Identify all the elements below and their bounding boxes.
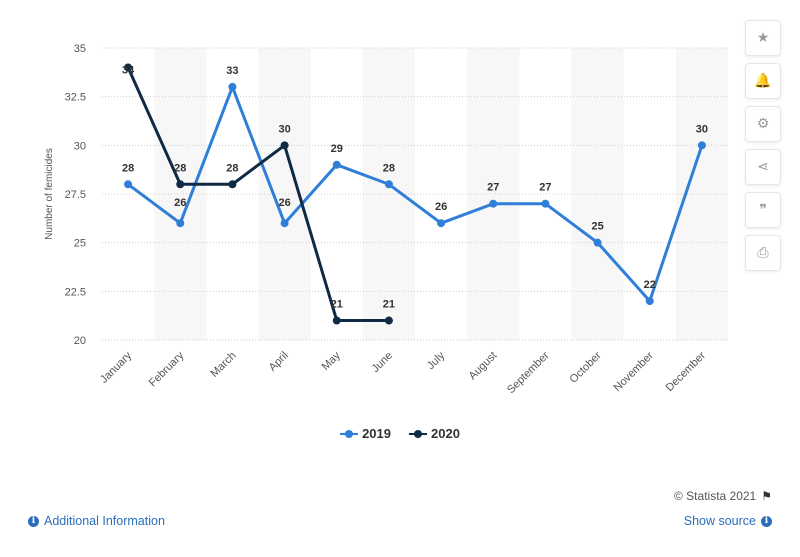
data-point-2020 [280, 141, 289, 150]
x-tick-label: July [425, 349, 448, 372]
data-point-2019 [280, 219, 289, 228]
data-label-2019: 26 [174, 197, 186, 209]
star-button[interactable]: ★ [745, 20, 781, 56]
chart-legend: 2019 2020 [0, 426, 800, 441]
data-label-2020: 28 [174, 162, 186, 174]
legend-item-2020[interactable]: 2020 [409, 426, 460, 441]
statista-credit: © Statista 2021 ⚑ [674, 489, 772, 503]
data-label-2019: 28 [383, 162, 395, 174]
flag-icon[interactable]: ⚑ [761, 489, 772, 503]
data-point-2019 [489, 199, 498, 208]
data-point-2019 [437, 219, 446, 228]
y-tick-label: 30 [74, 140, 86, 152]
info-icon: i [761, 515, 772, 527]
y-tick-label: 35 [74, 43, 86, 55]
x-tick-label: August [467, 350, 500, 383]
data-point-2019 [176, 219, 185, 228]
x-tick-label: June [370, 350, 395, 375]
column-band [362, 48, 415, 340]
data-label-2019: 33 [226, 65, 238, 77]
additional-info-label: Additional Information [44, 514, 165, 528]
x-tick-label: January [98, 349, 135, 386]
data-point-2019 [384, 180, 393, 189]
data-point-2019 [645, 297, 654, 306]
data-label-2020: 30 [278, 123, 290, 135]
x-tick-label: December [664, 349, 709, 394]
legend-swatch-2019 [340, 428, 359, 440]
cite-button[interactable]: ❞ [745, 192, 781, 228]
legend-label-2019: 2019 [362, 426, 391, 441]
legend-swatch-2020 [409, 428, 427, 440]
star-icon: ★ [756, 30, 770, 46]
show-source-label: Show source [683, 514, 756, 528]
data-point-2020 [332, 316, 341, 325]
data-label-2020: 28 [226, 162, 238, 174]
data-label-2019: 22 [644, 279, 656, 291]
data-point-2020 [124, 63, 133, 72]
series-line-2020 [126, 66, 389, 323]
legend-label-2020: 2020 [431, 426, 460, 441]
data-label-2019: 27 [487, 182, 499, 194]
gear-icon: ⚙ [756, 116, 770, 132]
data-label-2019: 30 [696, 123, 708, 135]
y-tick-label: 27.5 [65, 189, 86, 201]
column-band [258, 48, 311, 340]
data-point-2019 [124, 180, 133, 189]
x-tick-label: March [208, 350, 238, 380]
info-icon: i [28, 515, 39, 527]
x-tick-label: April [267, 350, 291, 374]
data-label-2020: 21 [383, 299, 395, 311]
credit-text: © Statista 2021 [674, 489, 757, 503]
data-label-2020: 34 [122, 64, 135, 76]
legend-item-2019[interactable]: 2019 [340, 426, 391, 441]
sidebar-toolbar: ★ 🔔 ⚙ ⋖ ❞ ⎙ [745, 20, 781, 278]
x-tick-label: November [612, 349, 657, 394]
data-point-2020 [384, 316, 393, 325]
data-point-2020 [176, 180, 185, 189]
chart: 20 22.5 25 27.5 30 32.5 35 Number of femicides J… [44, 43, 728, 396]
print-button[interactable]: ⎙ [745, 235, 781, 271]
bell-icon: 🔔 [754, 73, 772, 89]
y-tick-label: 32.5 [65, 92, 86, 104]
data-point-2020 [228, 180, 237, 189]
data-label-2019: 25 [591, 221, 603, 233]
notification-button[interactable]: 🔔 [745, 63, 781, 99]
data-label-2019: 27 [539, 182, 551, 194]
data-point-2019 [228, 82, 237, 91]
show-source-link[interactable]: Show source i [684, 514, 772, 528]
additional-info-link[interactable]: i Additional Information [28, 514, 165, 528]
data-point-2019 [332, 160, 341, 169]
data-point-2019 [697, 141, 706, 150]
x-tick-label: October [568, 349, 604, 385]
x-tick-label: February [147, 349, 187, 389]
data-label-2019: 29 [331, 143, 343, 155]
print-icon: ⎙ [757, 245, 769, 261]
y-tick-label: 25 [74, 238, 86, 250]
x-tick-label: September [505, 349, 552, 396]
y-axis-label: Number of femicides [44, 148, 55, 240]
quote-icon: ❞ [759, 202, 767, 218]
data-label-2019: 28 [122, 162, 134, 174]
x-tick-label: May [320, 349, 344, 373]
y-tick-label: 20 [74, 335, 86, 347]
data-label-2019: 26 [278, 197, 290, 209]
settings-button[interactable]: ⚙ [745, 106, 781, 142]
y-tick-label: 22.5 [65, 286, 86, 298]
data-point-2019 [593, 238, 602, 247]
series-line-2019 [127, 85, 704, 303]
share-icon: ⋖ [757, 159, 769, 175]
data-label-2020: 21 [331, 299, 343, 311]
data-point-2019 [541, 199, 550, 208]
share-button[interactable]: ⋖ [745, 149, 781, 185]
data-label-2019: 26 [435, 201, 447, 213]
